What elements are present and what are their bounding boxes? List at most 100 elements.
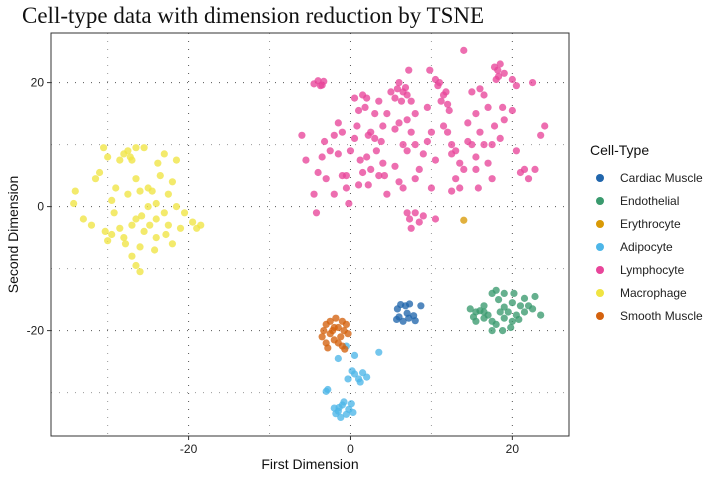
point-lymphocyte xyxy=(354,181,363,189)
point-smooth-muscle xyxy=(329,327,337,335)
point-macrophage xyxy=(164,221,172,229)
point-lymphocyte xyxy=(387,88,395,96)
point-macrophage xyxy=(136,187,144,195)
point-macrophage xyxy=(136,243,144,251)
legend-items: Cardiac Muscle Endothelial Erythrocyte Adip… xyxy=(590,166,703,327)
point-lymphocyte xyxy=(488,141,496,149)
point-lymphocyte xyxy=(423,137,431,146)
point-lymphocyte xyxy=(531,165,539,173)
point-endothelial xyxy=(499,327,507,335)
legend-swatch xyxy=(596,311,604,320)
point-lymphocyte xyxy=(494,66,502,74)
point-lymphocyte xyxy=(480,91,488,99)
point-lymphocyte xyxy=(476,85,484,93)
point-endothelial xyxy=(531,292,539,301)
point-macrophage xyxy=(152,215,160,223)
point-macrophage xyxy=(132,261,140,270)
point-lymphocyte xyxy=(460,46,468,54)
point-endothelial xyxy=(492,286,500,294)
point-lymphocyte xyxy=(490,122,499,130)
point-endothelial xyxy=(488,327,496,335)
point-lymphocyte xyxy=(395,79,403,87)
point-lymphocyte xyxy=(371,110,379,118)
point-macrophage xyxy=(112,184,120,192)
point-lymphocyte xyxy=(427,128,436,136)
point-macrophage xyxy=(108,196,116,204)
point-cardiac-muscle xyxy=(403,309,411,317)
point-lymphocyte xyxy=(407,97,415,105)
point-adipocyte xyxy=(337,413,345,421)
point-macrophage xyxy=(144,203,152,211)
point-macrophage xyxy=(160,209,168,217)
point-lymphocyte xyxy=(403,91,411,99)
point-adipocyte xyxy=(347,400,355,408)
x-tick-label: -20 xyxy=(180,442,198,456)
point-lymphocyte xyxy=(330,131,338,139)
point-macrophage xyxy=(132,215,140,223)
point-lymphocyte xyxy=(500,69,508,77)
point-lymphocyte xyxy=(403,116,411,124)
y-axis-title: Second Dimension xyxy=(5,176,21,294)
legend-label: Cardiac Muscle xyxy=(620,170,703,185)
x-axis-title: First Dimension xyxy=(261,456,358,472)
point-adipocyte xyxy=(349,408,357,417)
point-lymphocyte xyxy=(407,128,415,136)
point-lymphocyte xyxy=(391,94,399,102)
point-lymphocyte xyxy=(472,110,480,118)
point-endothelial xyxy=(500,314,508,322)
point-lymphocyte xyxy=(318,153,326,161)
point-macrophage xyxy=(120,234,128,242)
x-tick-label: 20 xyxy=(506,442,520,456)
legend-item-adipocyte: Adipocyte xyxy=(590,235,703,258)
point-adipocyte xyxy=(344,375,352,383)
point-lymphocyte xyxy=(443,128,452,136)
point-lymphocyte xyxy=(393,85,402,93)
point-macrophage xyxy=(152,199,160,208)
point-lymphocyte xyxy=(431,215,440,223)
point-lymphocyte xyxy=(405,66,413,74)
point-lymphocyte xyxy=(397,97,406,105)
point-lymphocyte xyxy=(426,66,434,74)
x-tick-label: 0 xyxy=(347,442,354,456)
y-tick-label: 20 xyxy=(31,76,45,90)
point-lymphocyte xyxy=(367,128,375,136)
point-lymphocyte xyxy=(520,165,529,173)
point-macrophage xyxy=(172,156,181,164)
point-lymphocyte xyxy=(512,147,520,155)
point-lymphocyte xyxy=(448,141,456,149)
legend-item-lymphocyte: Lymphocyte xyxy=(590,258,703,281)
point-lymphocyte xyxy=(356,156,364,164)
point-macrophage xyxy=(197,221,205,229)
point-lymphocyte xyxy=(353,122,361,130)
point-lymphocyte xyxy=(488,175,496,183)
point-endothelial xyxy=(480,314,488,322)
point-lymphocyte xyxy=(363,94,371,102)
y-tick-label: 0 xyxy=(37,200,44,214)
point-endothelial xyxy=(494,296,503,304)
point-lymphocyte xyxy=(363,153,371,161)
point-smooth-muscle xyxy=(318,333,326,341)
point-lymphocyte xyxy=(310,190,318,198)
point-lymphocyte xyxy=(298,131,306,139)
point-macrophage xyxy=(91,175,100,183)
point-lymphocyte xyxy=(541,122,549,130)
legend-swatch xyxy=(596,219,604,228)
point-lymphocyte xyxy=(427,184,436,192)
point-endothelial xyxy=(500,303,508,311)
point-smooth-muscle xyxy=(320,327,328,335)
point-lymphocyte xyxy=(302,156,310,164)
point-endothelial xyxy=(516,302,525,310)
point-smooth-muscle xyxy=(342,320,351,328)
point-macrophage xyxy=(148,187,156,195)
point-lymphocyte xyxy=(359,168,367,177)
point-lymphocyte xyxy=(415,218,423,226)
point-lymphocyte xyxy=(377,137,385,146)
point-lymphocyte xyxy=(411,141,419,149)
point-macrophage xyxy=(104,237,112,245)
point-macrophage xyxy=(70,199,78,208)
point-macrophage xyxy=(180,209,189,217)
point-lymphocyte xyxy=(500,116,508,124)
point-lymphocyte xyxy=(383,190,391,198)
point-macrophage xyxy=(95,168,104,177)
point-macrophage xyxy=(154,159,162,167)
